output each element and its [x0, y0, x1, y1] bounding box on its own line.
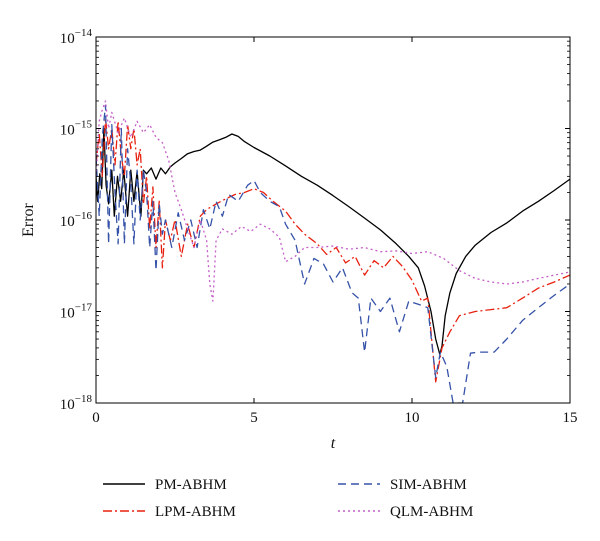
- legend: PM-ABHM LPM-ABHM SIM-ABHM QLM-ABHM: [103, 477, 473, 520]
- y-tick-label: 10−14: [60, 27, 93, 47]
- y-tick-label: 10−18: [60, 393, 93, 413]
- y-axis-title: Error: [20, 202, 37, 236]
- x-tick-label: 5: [250, 410, 258, 426]
- series-line-lpm-abhm: [96, 117, 570, 383]
- series-line-sim-abhm: [96, 104, 570, 403]
- legend-label-qlm-abhm: QLM-ABHM: [390, 504, 473, 520]
- legend-label-sim-abhm: SIM-ABHM: [390, 477, 467, 493]
- legend-label-lpm-abhm: LPM-ABHM: [155, 504, 236, 520]
- legend-label-pm-abhm: PM-ABHM: [155, 477, 227, 493]
- series-line-qlm-abhm: [96, 100, 570, 302]
- y-tick-label: 10−17: [60, 302, 93, 322]
- x-tick-label: 15: [563, 410, 578, 426]
- x-tick-label: 0: [92, 410, 100, 426]
- y-tick-label: 10−16: [60, 210, 93, 230]
- series-line-pm-abhm: [96, 127, 570, 356]
- x-tick-label: 10: [405, 410, 420, 426]
- x-axis-title: t: [331, 435, 336, 452]
- series-layer: [96, 100, 570, 403]
- ticks-layer: 0 5 10 15 10−14 10−15 10−16 10−17 10−18: [60, 27, 578, 426]
- y-tick-label: 10−15: [60, 119, 93, 139]
